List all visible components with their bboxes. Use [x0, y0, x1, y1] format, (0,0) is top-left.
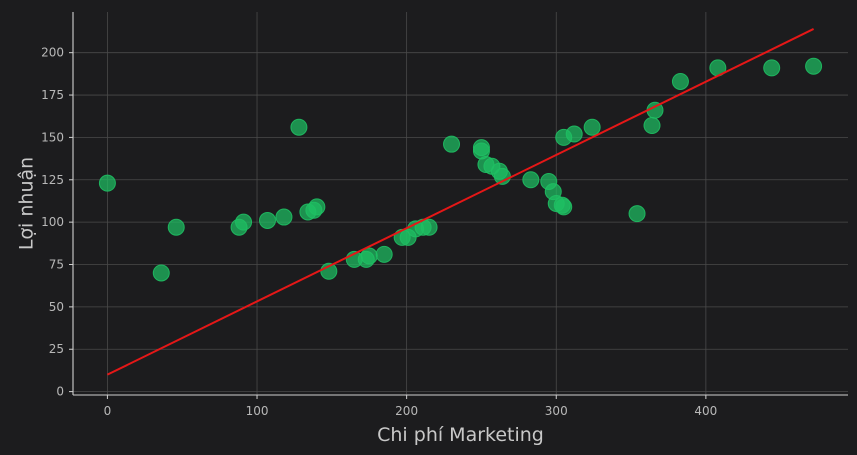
y-tick-label: 175: [41, 88, 64, 102]
scatter-point: [99, 175, 115, 191]
scatter-point: [168, 219, 184, 235]
scatter-point: [376, 246, 392, 262]
scatter-point: [806, 58, 822, 74]
x-tick-label: 100: [246, 404, 269, 418]
x-tick-label: 200: [395, 404, 418, 418]
scatter-point: [644, 118, 660, 134]
y-tick-label: 75: [49, 258, 64, 272]
scatter-point: [361, 248, 377, 264]
y-tick-label: 150: [41, 130, 64, 144]
scatter-point: [444, 136, 460, 152]
x-tick-label: 400: [694, 404, 717, 418]
scatter-point: [421, 219, 437, 235]
scatter-point: [523, 172, 539, 188]
scatter-point: [584, 119, 600, 135]
scatter-point: [556, 199, 572, 215]
x-axis-label: Chi phí Marketing: [377, 424, 544, 446]
y-tick-label: 200: [41, 46, 64, 60]
scatter-point: [153, 265, 169, 281]
scatter-point: [291, 119, 307, 135]
y-tick-label: 50: [49, 300, 64, 314]
y-tick-label: 125: [41, 173, 64, 187]
scatter-point: [276, 209, 292, 225]
x-tick-label: 0: [104, 404, 112, 418]
y-tick-label: 100: [41, 215, 64, 229]
scatter-point: [672, 73, 688, 89]
scatter-point: [566, 126, 582, 142]
scatter-point: [259, 212, 275, 228]
y-tick-label: 25: [49, 342, 64, 356]
scatter-point: [309, 199, 325, 215]
scatter-point: [764, 60, 780, 76]
x-tick-label: 300: [545, 404, 568, 418]
scatter-point: [629, 206, 645, 222]
scatter-point: [236, 214, 252, 230]
y-tick-label: 0: [56, 385, 64, 399]
y-axis-label: Lợi nhuận: [16, 157, 38, 250]
